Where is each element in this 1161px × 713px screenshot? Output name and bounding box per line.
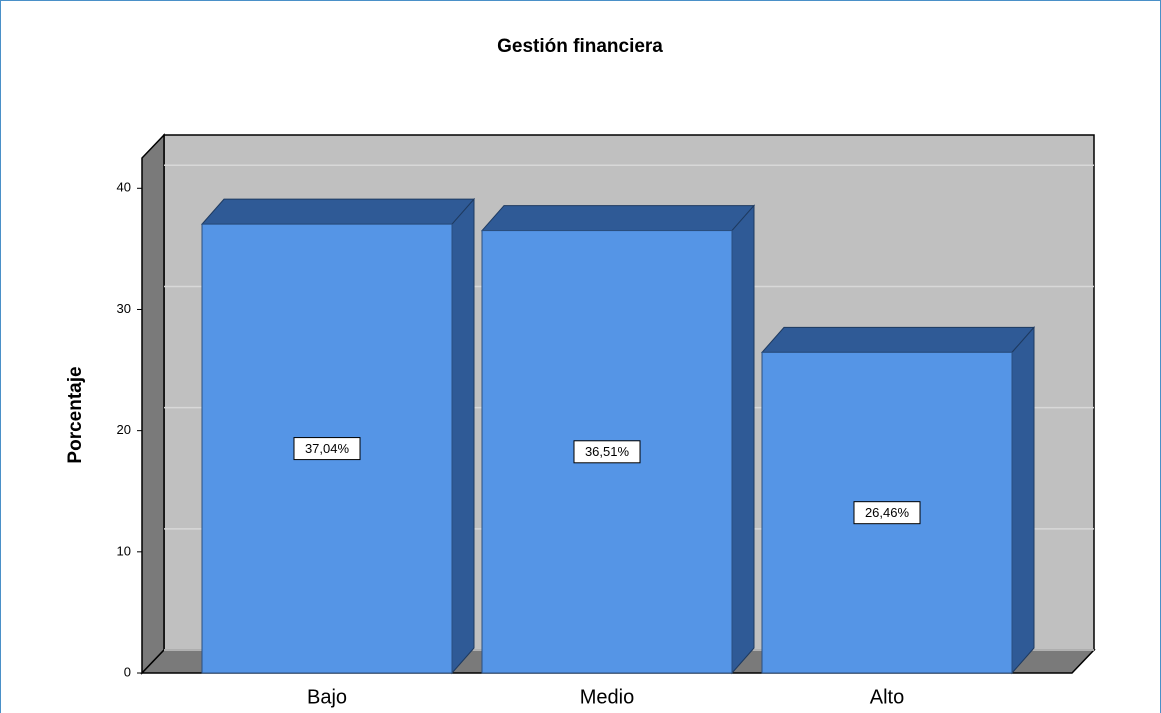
x-tick-label: Bajo (307, 686, 347, 708)
bar-top (200, 198, 476, 225)
value-label: 26,46% (865, 505, 910, 520)
x-tick-label: Alto (870, 686, 904, 708)
y-tick-label: 30 (117, 301, 131, 316)
y-tick-label: 10 (117, 543, 131, 558)
y-tick-label: 40 (117, 180, 131, 195)
value-label-box (853, 501, 921, 525)
value-label: 37,04% (305, 441, 350, 456)
left-wall (141, 133, 165, 675)
y-tick-label: 0 (124, 664, 131, 679)
value-label-box (293, 437, 361, 461)
value-label-box (573, 440, 641, 464)
bar-top (480, 205, 756, 232)
bar-side (1011, 326, 1035, 675)
y-tick-label: 20 (117, 422, 131, 437)
bar-top (760, 326, 1036, 353)
y-axis-label: Porcentaje (65, 366, 86, 463)
bar-side (731, 204, 755, 675)
value-label: 36,51% (585, 444, 630, 459)
x-tick-label: Medio (580, 686, 634, 708)
bar-side (451, 197, 475, 675)
chart-title: Gestión financiera (497, 36, 663, 57)
